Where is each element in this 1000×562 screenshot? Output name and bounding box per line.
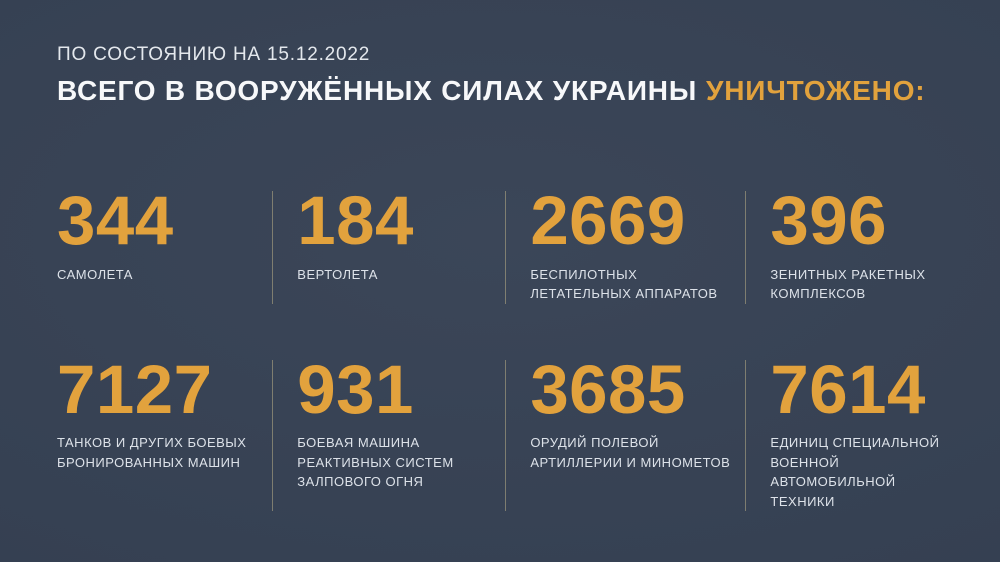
- stat-cell-aircraft: 344 САМОЛЕТА: [57, 182, 272, 304]
- stat-cell-air-defense-systems: 396 ЗЕНИТНЫХ РАКЕТНЫХ КОМПЛЕКСОВ: [745, 182, 943, 304]
- stat-label: ЗЕНИТНЫХ РАКЕТНЫХ КОМПЛЕКСОВ: [770, 266, 926, 302]
- stat-label: БЕСПИЛОТНЫХ ЛЕТАТЕЛЬНЫХ АППАРАТОВ: [530, 266, 718, 302]
- stat-cell-military-vehicles: 7614 ЕДИНИЦ СПЕЦИАЛЬНОЙ ВОЕННОЙ АВТОМОБИ…: [745, 350, 943, 512]
- stat-value: 7127: [57, 350, 213, 428]
- stat-cell-tanks-armored-vehicles: 7127 ТАНКОВ И ДРУГИХ БОЕВЫХ БРОНИРОВАННЫ…: [57, 350, 272, 512]
- stat-cell-uavs: 2669 БЕСПИЛОТНЫХ ЛЕТАТЕЛЬНЫХ АППАРАТОВ: [505, 182, 745, 304]
- stat-cell-artillery-mortars: 3685 ОРУДИЙ ПОЛЕВОЙ АРТИЛЛЕРИИ И МИНОМЕТ…: [505, 350, 745, 512]
- title-main: ВСЕГО В ВООРУЖЁННЫХ СИЛАХ УКРАИНЫ: [57, 75, 698, 106]
- stat-value: 3685: [530, 350, 686, 428]
- stat-value: 7614: [770, 350, 926, 428]
- stat-value: 396: [770, 182, 888, 259]
- stat-cell-helicopters: 184 ВЕРТОЛЕТА: [272, 182, 505, 304]
- stat-label: ЕДИНИЦ СПЕЦИАЛЬНОЙ ВОЕННОЙ АВТОМОБИЛЬНОЙ…: [770, 435, 940, 509]
- stat-label: БОЕВАЯ МАШИНА РЕАКТИВНЫХ СИСТЕМ ЗАЛПОВОГ…: [297, 435, 454, 490]
- stat-value: 931: [297, 350, 414, 428]
- page-title: ВСЕГО В ВООРУЖЁННЫХ СИЛАХ УКРАИНЫ УНИЧТОЖ…: [57, 75, 943, 107]
- stats-grid: 344 САМОЛЕТА 184 ВЕРТОЛЕТА 2669 БЕСПИЛОТ…: [57, 182, 943, 512]
- stat-label: САМОЛЕТА: [57, 266, 133, 282]
- date-line: ПО СОСТОЯНИЮ НА 15.12.2022: [57, 44, 371, 65]
- stat-label: ВЕРТОЛЕТА: [297, 266, 378, 282]
- stat-cell-mlrs: 931 БОЕВАЯ МАШИНА РЕАКТИВНЫХ СИСТЕМ ЗАЛП…: [272, 350, 505, 512]
- stat-label: ТАНКОВ И ДРУГИХ БОЕВЫХ БРОНИРОВАННЫХ МАШ…: [57, 435, 247, 470]
- header: ПО СОСТОЯНИЮ НА 15.12.2022 ВСЕГО В ВООРУ…: [57, 44, 943, 107]
- stat-value: 184: [297, 182, 414, 259]
- stat-label: ОРУДИЙ ПОЛЕВОЙ АРТИЛЛЕРИИ И МИНОМЕТОВ: [530, 435, 731, 470]
- stat-value: 344: [57, 182, 174, 259]
- title-accent: УНИЧТОЖЕНО:: [706, 75, 926, 106]
- stat-value: 2669: [530, 182, 686, 259]
